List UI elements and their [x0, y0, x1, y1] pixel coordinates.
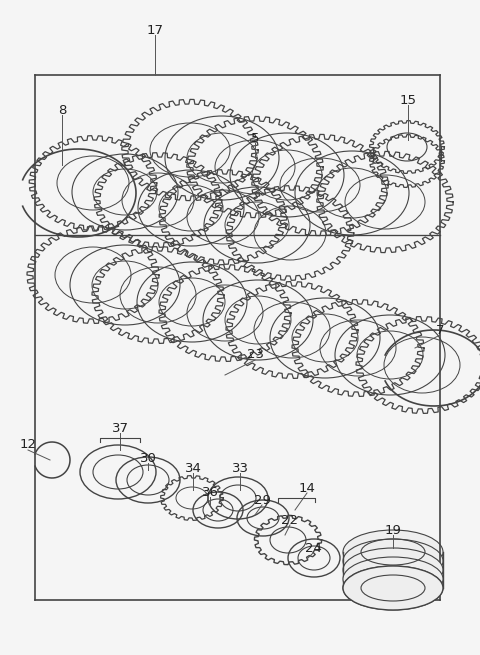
- Text: 36: 36: [202, 485, 218, 498]
- Text: 22: 22: [281, 514, 299, 527]
- Text: 7: 7: [436, 324, 444, 337]
- Ellipse shape: [343, 566, 443, 610]
- Ellipse shape: [343, 566, 443, 610]
- Text: 23: 23: [247, 348, 264, 362]
- Ellipse shape: [343, 557, 443, 601]
- Text: 5: 5: [251, 132, 259, 145]
- Text: 33: 33: [231, 462, 249, 474]
- Ellipse shape: [343, 539, 443, 583]
- Text: 34: 34: [185, 462, 202, 474]
- Text: 30: 30: [140, 451, 156, 464]
- Text: 12: 12: [20, 438, 36, 451]
- Text: 15: 15: [399, 94, 417, 107]
- Text: 24: 24: [305, 542, 322, 555]
- Text: 37: 37: [111, 422, 129, 434]
- Text: 19: 19: [384, 523, 401, 536]
- Text: 17: 17: [146, 24, 164, 37]
- Ellipse shape: [343, 530, 443, 574]
- Ellipse shape: [343, 548, 443, 592]
- Text: 8: 8: [58, 103, 66, 117]
- Text: 14: 14: [299, 481, 315, 495]
- Text: 29: 29: [253, 493, 270, 506]
